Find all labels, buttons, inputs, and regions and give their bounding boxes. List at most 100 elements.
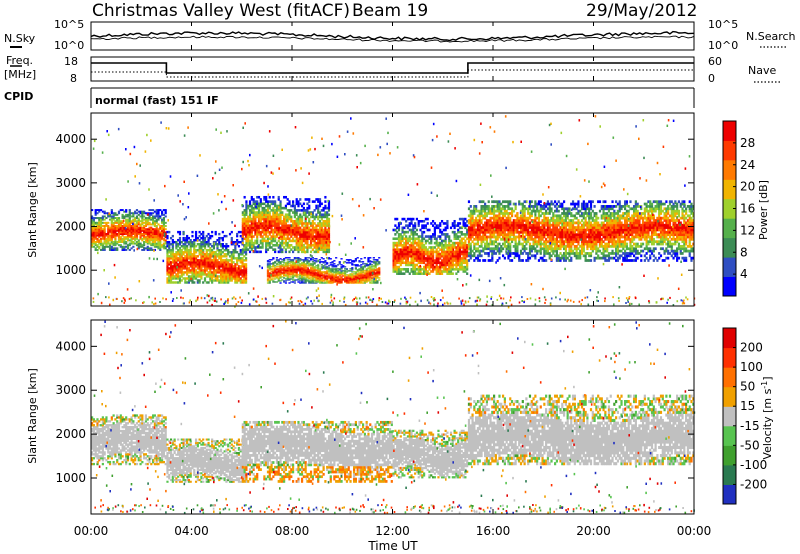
heatmap-cell xyxy=(243,279,246,282)
heatmap-cell xyxy=(283,226,286,230)
heatmap-cell xyxy=(286,268,289,270)
heatmap-cell xyxy=(494,245,497,248)
heatmap-cell xyxy=(315,233,318,236)
heatmap-cell xyxy=(270,215,273,219)
heatmap-cell xyxy=(335,265,338,267)
heatmap-cell xyxy=(268,200,271,203)
heatmap-cell xyxy=(415,228,419,232)
heatmap-cell xyxy=(308,265,311,267)
heatmap-cell xyxy=(189,265,192,268)
heatmap-cell xyxy=(168,230,171,234)
heatmap-cell xyxy=(243,222,246,225)
heatmap-cell xyxy=(424,272,427,275)
heatmap-cell xyxy=(317,269,320,271)
heatmap-cell xyxy=(125,236,128,239)
heatmap-cell xyxy=(440,219,444,223)
heatmap-cell xyxy=(326,250,329,254)
heatmap-cell xyxy=(297,230,300,234)
heatmap-cell xyxy=(270,202,273,206)
heatmap-cell xyxy=(426,250,429,254)
heatmap-cell xyxy=(507,233,510,236)
heatmap-cell xyxy=(292,271,295,273)
heatmap-cell xyxy=(484,230,487,234)
heatmap-cell xyxy=(292,219,295,223)
heatmap-cell xyxy=(475,209,478,213)
heatmap-cell xyxy=(340,282,343,284)
heatmap-cell xyxy=(505,212,508,215)
heatmap-cell xyxy=(480,212,483,215)
heatmap-cell xyxy=(351,269,354,271)
heatmap-cell xyxy=(351,279,354,281)
heatmap-cell xyxy=(327,250,331,254)
heatmap-cell xyxy=(405,257,408,260)
heatmap-cell xyxy=(128,215,131,218)
heatmap-cell xyxy=(478,235,481,239)
heatmap-cell xyxy=(308,204,311,208)
heatmap-cell xyxy=(132,212,135,215)
heatmap-cell xyxy=(141,244,144,247)
heatmap-cell xyxy=(433,265,436,269)
heatmap-cell xyxy=(110,245,113,248)
heatmap-cell xyxy=(308,226,311,230)
heatmap-cell xyxy=(414,250,417,254)
heatmap-cell xyxy=(466,237,469,241)
heatmap-cell xyxy=(237,275,241,278)
heatmap-cell xyxy=(114,212,117,215)
heatmap-cell xyxy=(318,230,322,234)
heatmap-cell xyxy=(484,226,487,229)
heatmap-cell xyxy=(462,224,465,227)
heatmap-cell xyxy=(412,224,415,227)
heatmap-cell xyxy=(435,244,438,247)
heatmap-cell xyxy=(437,257,440,260)
heatmap-cell xyxy=(451,241,454,245)
heatmap-cell xyxy=(417,219,420,223)
heatmap-cell xyxy=(428,268,431,271)
heatmap-cell xyxy=(135,225,139,228)
heatmap-cell xyxy=(266,209,270,212)
heatmap-cell xyxy=(349,277,352,279)
heatmap-cell xyxy=(114,234,117,237)
heatmap-cell xyxy=(91,223,94,226)
heatmap-cell xyxy=(270,263,273,265)
heatmap-cell xyxy=(221,259,224,262)
heatmap-cell xyxy=(292,265,295,267)
heatmap-cell xyxy=(223,275,226,278)
heatmap-cell xyxy=(485,240,489,244)
heatmap-cell xyxy=(527,228,530,232)
heatmap-cell xyxy=(478,221,481,225)
heatmap-cell xyxy=(308,233,311,236)
heatmap-cell xyxy=(433,230,436,234)
heatmap-cell xyxy=(177,273,180,276)
heatmap-cell xyxy=(110,239,113,242)
heatmap-cell xyxy=(99,226,103,229)
heatmap-cell xyxy=(424,224,427,227)
heatmap-cell xyxy=(135,231,139,234)
heatmap-cell xyxy=(211,249,214,252)
heatmap-cell xyxy=(241,281,244,284)
heatmap-cell xyxy=(308,228,311,232)
heatmap-cell xyxy=(496,202,499,206)
heatmap-cell xyxy=(277,219,280,223)
heatmap-cell xyxy=(469,216,472,220)
heatmap-cell xyxy=(397,265,401,269)
heatmap-cell xyxy=(462,222,465,225)
heatmap-cell xyxy=(482,200,485,204)
heatmap-cell xyxy=(431,270,435,273)
heatmap-cell xyxy=(507,226,510,229)
heatmap-cell xyxy=(446,246,449,249)
heatmap-cell xyxy=(191,279,194,282)
heatmap-cell xyxy=(460,246,463,249)
heatmap-cell xyxy=(279,213,282,217)
heatmap-cell xyxy=(356,275,359,277)
heatmap-cell xyxy=(327,276,331,278)
heatmap-cell xyxy=(171,245,174,248)
heatmap-cell xyxy=(189,275,192,278)
heatmap-cell xyxy=(320,209,323,212)
heatmap-cell xyxy=(521,259,524,262)
heatmap-cell xyxy=(347,276,350,278)
heatmap-cell xyxy=(428,252,431,256)
heatmap-cell xyxy=(132,220,135,223)
heatmap-cell xyxy=(372,272,375,274)
heatmap-cell xyxy=(244,251,248,254)
heatmap-cell xyxy=(166,267,169,270)
